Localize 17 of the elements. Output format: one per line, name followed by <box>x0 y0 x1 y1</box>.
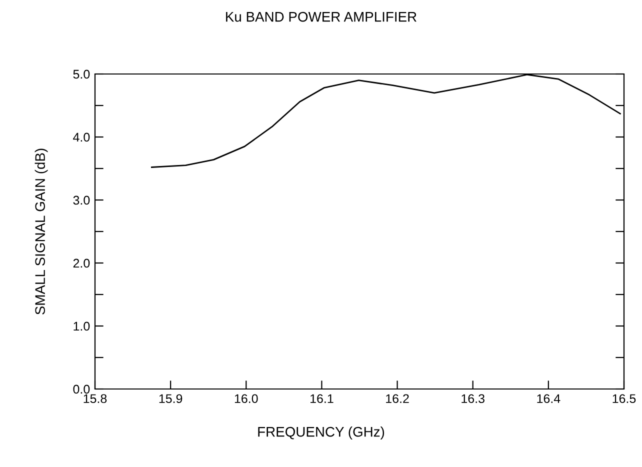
x-tick-label: 15.9 <box>159 394 182 404</box>
chart-title: Ku BAND POWER AMPLIFIER <box>226 12 416 22</box>
y-tick-label: 2.0 <box>73 258 90 268</box>
x-tick-label: 15.8 <box>84 394 107 404</box>
x-tick-label: 16.4 <box>537 394 560 404</box>
x-tick-label: 16.2 <box>386 394 409 404</box>
y-tick-label: 4.0 <box>73 132 90 142</box>
y-tick-label: 0.0 <box>73 384 90 394</box>
y-tick-label: 5.0 <box>73 70 90 79</box>
x-axis-title: FREQUENCY (GHz) <box>258 426 384 440</box>
y-tick-label: 3.0 <box>73 196 90 205</box>
y-axis-title: SMALL SIGNAL GAIN (dB) <box>34 148 48 314</box>
x-tick-label: 16.0 <box>234 394 258 404</box>
x-tick-label: 16.1 <box>310 394 334 404</box>
x-tick-label: 16.5 <box>612 394 636 404</box>
x-tick-label: 16.3 <box>462 394 484 404</box>
y-tick-label: 1.0 <box>74 322 90 331</box>
